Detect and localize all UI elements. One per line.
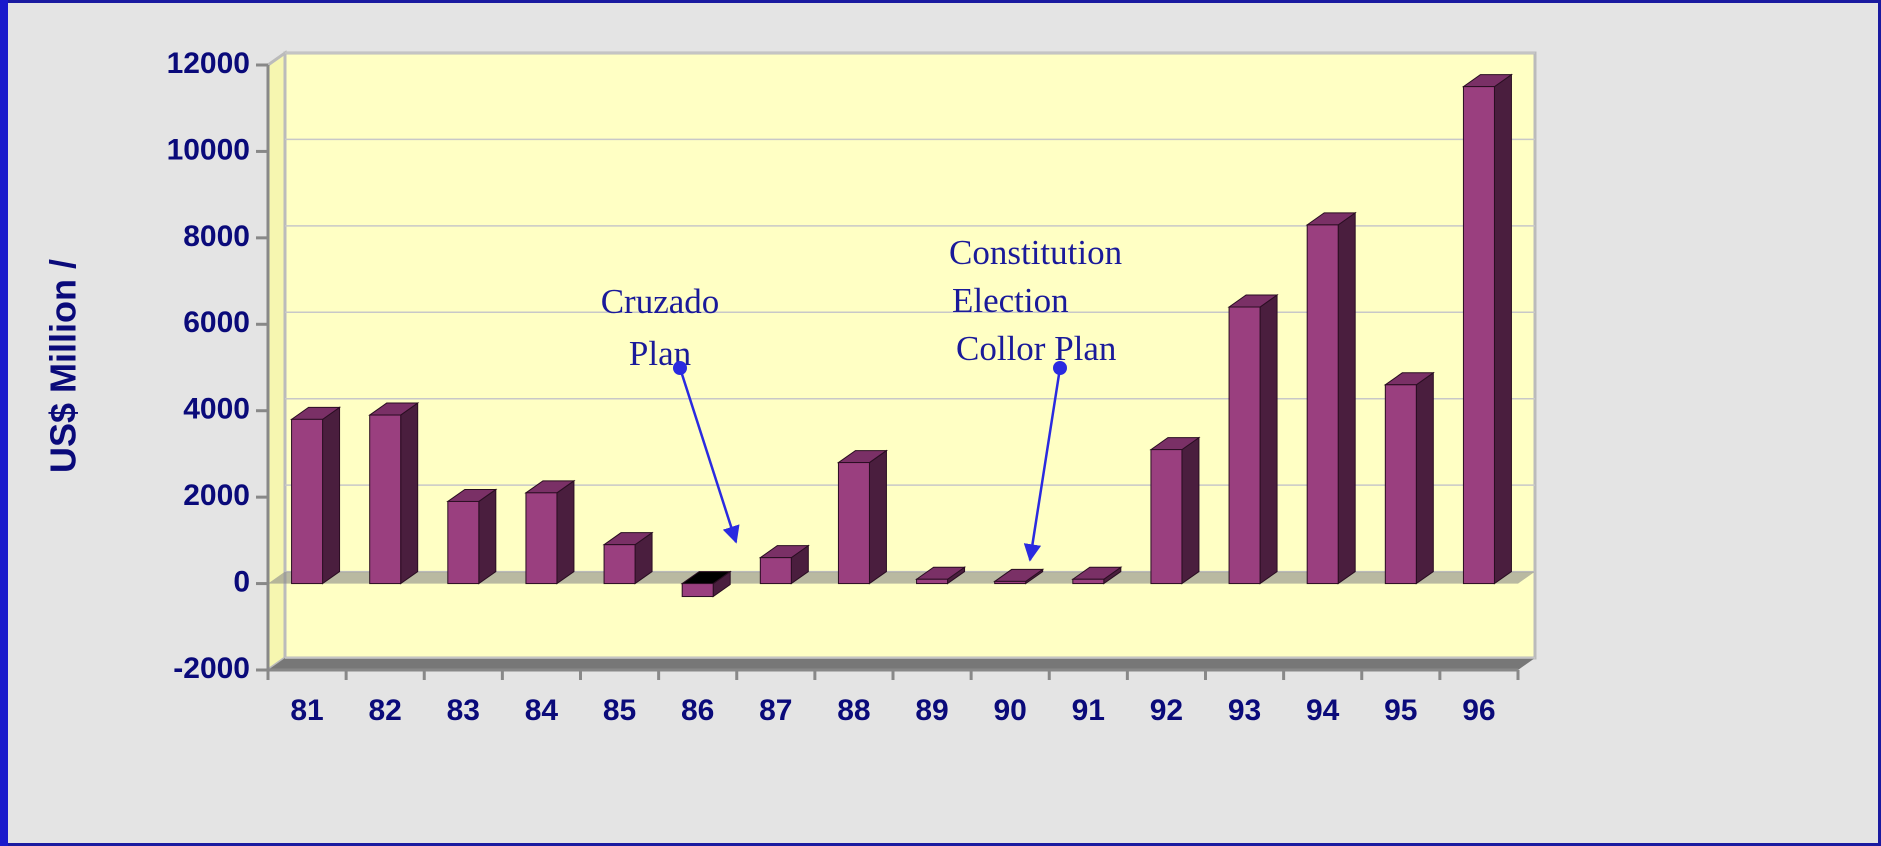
bar <box>1462 86 1495 585</box>
x-tick-label: 88 <box>837 694 870 727</box>
bar <box>994 580 1027 585</box>
annotation: Cruzado <box>601 282 720 321</box>
y-tick-label: 8000 <box>183 220 250 253</box>
bar-side <box>1415 371 1434 585</box>
floor <box>268 658 1535 670</box>
bar <box>291 418 324 585</box>
annotation: Election <box>952 281 1069 320</box>
bar-side <box>556 479 575 585</box>
x-tick-label: 86 <box>681 694 714 727</box>
bar-side <box>322 406 341 585</box>
frame-edge <box>0 0 8 846</box>
arrow <box>1023 367 1062 562</box>
zero-plane <box>268 571 1535 584</box>
bar <box>1072 578 1105 585</box>
bar-side <box>1337 211 1356 585</box>
bar-side <box>1259 294 1278 585</box>
bar <box>916 578 949 585</box>
y-tick-label: 2000 <box>183 479 250 512</box>
bar <box>525 492 558 585</box>
y-tick-label: 4000 <box>183 393 250 426</box>
x-tick-label: 84 <box>525 694 559 727</box>
annotation: Constitution <box>949 233 1122 272</box>
x-tick-label: 96 <box>1462 694 1495 727</box>
bar <box>759 557 792 585</box>
bar-side <box>1493 73 1512 585</box>
y-tick-label: 6000 <box>183 306 250 339</box>
bar <box>681 583 714 598</box>
bar <box>447 500 480 585</box>
bar <box>1306 224 1339 585</box>
y-tick-label: 0 <box>233 565 250 598</box>
x-tick-label: 94 <box>1306 694 1340 727</box>
bar-side <box>400 402 419 585</box>
y-tick-label: 10000 <box>167 133 250 166</box>
bar <box>369 414 402 585</box>
annotation: Collor Plan <box>956 329 1116 368</box>
x-tick-label: 93 <box>1228 694 1261 727</box>
x-tick-label: 85 <box>603 694 636 727</box>
y-tick-label: -2000 <box>173 652 250 685</box>
bar-side <box>1181 436 1200 585</box>
bar <box>1150 449 1183 585</box>
x-tick-label: 89 <box>915 694 948 727</box>
bar <box>603 544 636 585</box>
x-tick-label: 83 <box>447 694 480 727</box>
bar <box>1384 384 1417 585</box>
bar <box>837 462 870 585</box>
x-tick-label: 82 <box>369 694 402 727</box>
bar-side <box>478 488 497 585</box>
bar-side <box>868 449 887 585</box>
x-tick-label: 91 <box>1072 694 1105 727</box>
y-tick-label: 12000 <box>167 47 250 80</box>
plot: -2000 0 2000 4000 6000 8000 10000 12000 81 82 83 84… <box>167 47 1537 727</box>
x-tick-label: 87 <box>759 694 792 727</box>
bar <box>1228 306 1261 585</box>
x-tick-label: 92 <box>1150 694 1183 727</box>
x-tick-label: 95 <box>1384 694 1417 727</box>
x-tick-label: 90 <box>994 694 1027 727</box>
arrow <box>678 367 740 544</box>
y-axis-label: US$ Million / <box>43 259 84 473</box>
x-tick-label: 81 <box>290 694 323 727</box>
